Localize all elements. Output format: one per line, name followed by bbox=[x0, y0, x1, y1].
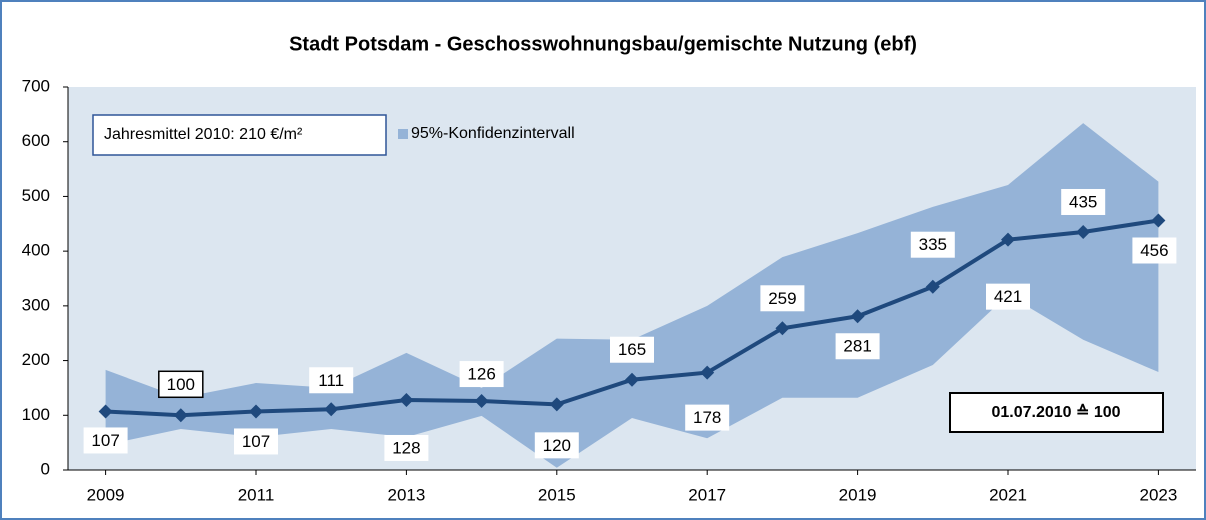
marker bbox=[775, 321, 790, 336]
y-tick-label: 600 bbox=[22, 131, 50, 150]
data-label-box bbox=[459, 361, 504, 388]
data-label: 126 bbox=[467, 365, 495, 384]
data-label-box bbox=[234, 428, 278, 455]
data-label: 165 bbox=[618, 340, 646, 359]
data-label: 281 bbox=[843, 337, 871, 356]
marker bbox=[1151, 213, 1166, 228]
legend-label: 95%-Konfidenzintervall bbox=[411, 125, 575, 142]
x-tick-label: 2023 bbox=[1139, 485, 1177, 504]
data-label: 259 bbox=[768, 289, 796, 308]
data-label-box bbox=[610, 336, 654, 363]
x-tick-label: 2019 bbox=[839, 485, 877, 504]
marker bbox=[700, 365, 715, 380]
marker bbox=[850, 309, 865, 324]
marker bbox=[249, 404, 263, 419]
data-label: 178 bbox=[693, 408, 721, 427]
y-tick-label: 100 bbox=[22, 405, 50, 424]
data-label-box bbox=[309, 367, 354, 394]
data-label: 107 bbox=[242, 432, 270, 451]
annotation-box bbox=[949, 392, 1164, 433]
marker bbox=[474, 394, 489, 409]
confidence-band bbox=[105, 123, 1159, 468]
marker bbox=[324, 402, 339, 417]
data-label-box bbox=[83, 427, 128, 454]
data-label: 335 bbox=[919, 235, 947, 254]
data-label-box bbox=[685, 404, 730, 431]
data-label-box bbox=[1061, 188, 1106, 215]
marker bbox=[98, 404, 113, 419]
data-label: 107 bbox=[91, 431, 119, 450]
data-label: 100 bbox=[167, 375, 195, 394]
x-tick-label: 2017 bbox=[688, 485, 726, 504]
y-tick-label: 300 bbox=[22, 295, 50, 314]
data-label-box bbox=[760, 285, 805, 312]
data-label-box bbox=[384, 434, 429, 461]
data-label: 421 bbox=[994, 287, 1022, 306]
x-tick-label: 2013 bbox=[387, 485, 425, 504]
y-tick-label: 200 bbox=[22, 350, 50, 369]
data-label: 111 bbox=[318, 371, 344, 390]
marker bbox=[549, 397, 564, 412]
marker bbox=[1076, 224, 1091, 239]
marker bbox=[625, 372, 639, 387]
marker bbox=[173, 408, 188, 423]
annotation: Jahresmittel 2010: 210 €/m² bbox=[104, 126, 303, 143]
data-label-box bbox=[910, 231, 955, 258]
annotation-box bbox=[92, 114, 387, 156]
y-tick-label: 0 bbox=[41, 459, 50, 478]
data-label-box bbox=[158, 370, 204, 399]
marker bbox=[399, 392, 414, 407]
marker bbox=[925, 279, 940, 294]
data-label-box bbox=[534, 432, 579, 459]
chart-title: Stadt Potsdam - Geschosswohnungsbau/gemi… bbox=[289, 33, 917, 55]
y-tick-label: 400 bbox=[22, 241, 50, 260]
x-tick-label: 2021 bbox=[989, 485, 1027, 504]
data-label: 128 bbox=[392, 438, 420, 457]
annotation: 01.07.2010 ≙ 100 bbox=[991, 403, 1120, 421]
data-label-box bbox=[1132, 237, 1177, 264]
y-tick-label: 500 bbox=[22, 186, 50, 205]
x-tick-label: 2015 bbox=[538, 485, 576, 504]
x-tick-label: 2009 bbox=[87, 485, 125, 504]
data-label: 456 bbox=[1140, 241, 1168, 260]
data-label-box bbox=[835, 333, 880, 360]
data-label: 435 bbox=[1069, 192, 1097, 211]
plot: 0 100 200 300 400 500 600 700 2009 2011 2013 2015 20… bbox=[22, 76, 1196, 504]
x-tick-label: 2011 bbox=[238, 485, 275, 504]
marker bbox=[1001, 232, 1015, 247]
data-label: 120 bbox=[543, 436, 571, 455]
legend-swatch bbox=[398, 129, 408, 139]
data-label-box bbox=[986, 283, 1030, 310]
y-tick-label: 700 bbox=[22, 76, 50, 95]
